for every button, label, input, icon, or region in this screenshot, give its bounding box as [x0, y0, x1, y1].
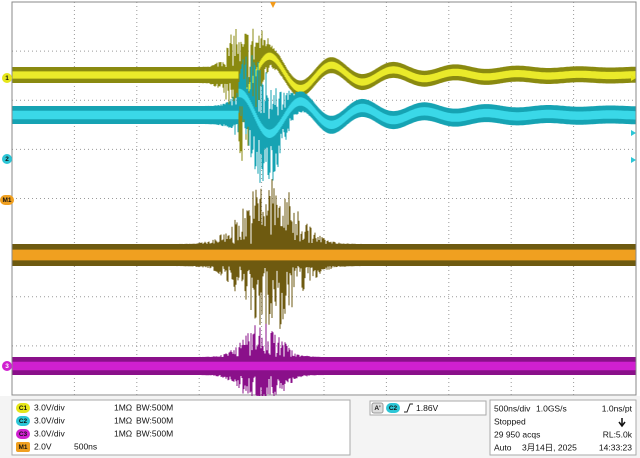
sample-rate: 1.0GS/s	[536, 403, 567, 413]
math-label: M1	[18, 444, 27, 451]
trigger-slope-icon	[404, 403, 413, 413]
trigger-level: 1.86V	[416, 403, 439, 413]
resolution: 1.0ns/pt	[602, 403, 633, 413]
timebase: 500ns/div	[494, 403, 531, 413]
marker-c1	[2, 73, 12, 83]
marker-label: 3	[5, 363, 9, 370]
marker-m1	[0, 195, 14, 205]
math-scale: 2.0V	[34, 441, 52, 451]
channel-scale: 3.0V/div	[34, 402, 65, 412]
channel-label: C2	[19, 418, 28, 425]
trigger-mode: A'	[374, 405, 381, 412]
channel-impedance: 1MΩ	[114, 428, 132, 438]
acq-count: 29 950 acqs	[494, 429, 540, 439]
trigger-source-badge	[386, 403, 400, 413]
level-c2	[631, 130, 636, 136]
marker-label: 1	[5, 75, 9, 82]
trigger-source: C2	[389, 405, 398, 412]
record-length: RL:5.0k	[603, 429, 633, 439]
channel-label: C3	[19, 431, 28, 438]
waveforms	[12, 28, 636, 409]
math-badge	[16, 442, 30, 452]
channel-settings-box	[11, 399, 351, 456]
channel-markers: 1 2 M1 3	[0, 73, 14, 371]
state-icon	[618, 418, 626, 428]
trigger-level-markers	[631, 75, 636, 163]
channel-badge	[16, 429, 30, 439]
trigger-mode: Auto	[494, 442, 512, 452]
trigger-badge	[371, 402, 384, 414]
waveform-core	[12, 361, 636, 371]
channel-scale: 3.0V/div	[34, 415, 65, 425]
marker-c3	[2, 361, 12, 371]
channel-settings: C1 3.0V/div 1MΩ BW:500M C2 3.0V/div 1MΩ BW:500M…	[16, 402, 173, 452]
trigger-box	[369, 400, 487, 416]
time: 14:33:23	[599, 442, 632, 452]
channel-scale: 3.0V/div	[34, 428, 65, 438]
math-timebase: 500ns	[74, 441, 97, 451]
marker-c2	[2, 154, 12, 164]
marker-label: 2	[5, 156, 9, 163]
waveform-core	[12, 52, 636, 101]
channel-impedance: 1MΩ	[114, 415, 132, 425]
channel-bandwidth: BW:500M	[136, 415, 173, 425]
channel-bandwidth: BW:500M	[136, 402, 173, 412]
channel-label: C1	[19, 405, 28, 412]
level-c1	[631, 75, 636, 81]
channel-bandwidth: BW:500M	[136, 428, 173, 438]
run-state: Stopped	[494, 416, 526, 426]
waveform-core	[12, 88, 636, 138]
level-c2	[631, 157, 636, 163]
trigger-position-marker	[270, 2, 276, 8]
channel-badge	[16, 403, 30, 413]
waveform-core	[12, 249, 636, 261]
channel-badge	[16, 416, 30, 426]
marker-label: M1	[2, 197, 11, 204]
acquisition-box	[489, 399, 637, 456]
channel-impedance: 1MΩ	[114, 402, 132, 412]
date: 3月14日, 2025	[522, 442, 577, 452]
